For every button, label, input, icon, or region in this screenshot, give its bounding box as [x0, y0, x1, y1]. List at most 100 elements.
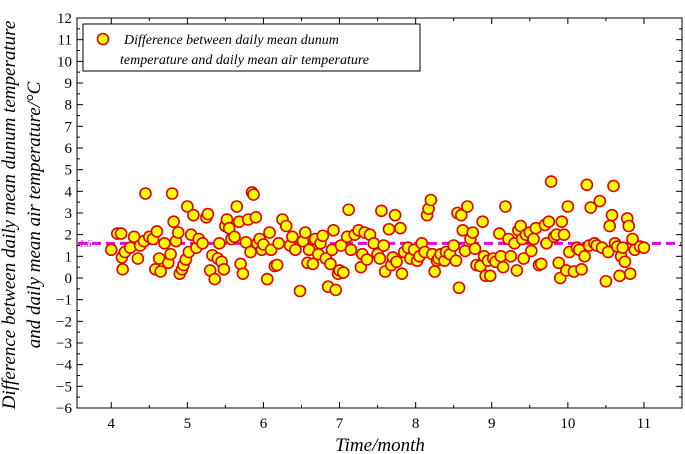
y-tick-label: 11 — [58, 33, 72, 49]
data-point — [260, 272, 274, 286]
data-points — [104, 175, 651, 298]
data-point — [552, 256, 566, 270]
data-point — [213, 237, 226, 250]
data-point — [534, 257, 548, 271]
x-tick-label: 8 — [412, 416, 420, 432]
data-point — [395, 267, 409, 280]
data-point — [575, 263, 588, 276]
data-point — [428, 265, 441, 278]
data-point — [593, 194, 607, 208]
data-point — [306, 257, 320, 271]
y-tick-label: 12 — [57, 11, 72, 27]
y-tick-label: 0 — [65, 271, 73, 287]
reference-line-label: 1.6 — [79, 239, 92, 250]
y-tick-label: 2 — [65, 228, 73, 244]
data-point — [289, 243, 302, 257]
x-tick-label: 11 — [637, 416, 651, 432]
data-point — [208, 272, 222, 286]
data-point — [616, 241, 629, 254]
data-point — [388, 208, 402, 222]
data-point — [499, 200, 512, 213]
data-point — [578, 250, 591, 263]
y-tick-label: 8 — [65, 98, 73, 114]
data-point — [316, 229, 330, 243]
data-point — [527, 232, 540, 246]
y-tick-label: −5 — [56, 379, 72, 395]
data-point — [525, 244, 538, 258]
data-point — [154, 265, 168, 278]
data-point — [622, 219, 636, 233]
data-point — [327, 224, 340, 237]
data-point — [373, 252, 387, 265]
data-point — [104, 243, 118, 257]
data-point — [637, 241, 651, 254]
y-axis-title-line2: and daily mean air temperature/°C — [24, 81, 45, 348]
data-point — [493, 227, 506, 240]
data-point — [390, 255, 403, 269]
data-point — [461, 200, 474, 213]
data-point — [158, 237, 171, 250]
data-point — [164, 247, 177, 261]
y-tick-label: 1 — [65, 249, 73, 265]
data-point — [167, 215, 180, 228]
legend-marker — [96, 32, 110, 46]
y-tick-label: 9 — [65, 76, 73, 92]
data-point — [286, 230, 299, 244]
data-point — [424, 193, 438, 207]
data-point — [181, 200, 194, 213]
data-point — [623, 267, 637, 280]
x-tick-label: 6 — [260, 416, 268, 432]
data-point — [236, 267, 250, 280]
data-point — [201, 207, 215, 221]
x-tick-label: 9 — [488, 416, 496, 432]
data-point — [607, 179, 620, 193]
y-tick-label: 7 — [65, 119, 73, 135]
data-point — [496, 260, 510, 274]
legend-label-line2: temperature and daily mean air temperatu… — [120, 53, 369, 68]
data-point — [601, 245, 615, 259]
data-point — [580, 178, 594, 192]
data-point — [279, 219, 293, 233]
data-point — [455, 208, 468, 222]
data-point — [584, 201, 597, 214]
y-tick-label: 3 — [65, 206, 73, 222]
data-point — [510, 264, 524, 277]
data-point — [468, 242, 482, 256]
data-point — [228, 230, 241, 244]
data-point — [618, 255, 632, 269]
data-point — [599, 274, 613, 288]
data-point — [544, 175, 558, 188]
data-point — [344, 243, 358, 257]
data-point — [270, 258, 284, 272]
x-tick-label: 10 — [560, 416, 575, 432]
data-point — [150, 225, 164, 238]
data-point — [324, 257, 337, 271]
data-point — [360, 253, 374, 266]
data-point — [447, 239, 460, 252]
data-point — [116, 263, 129, 276]
data-point — [605, 208, 619, 222]
data-point — [561, 200, 575, 213]
data-point — [337, 266, 350, 279]
legend-box — [82, 23, 421, 72]
y-tick-label: 4 — [65, 184, 73, 200]
data-point — [230, 200, 244, 213]
data-point — [557, 228, 571, 241]
y-tick-label: 6 — [65, 141, 73, 157]
y-tick-label: −4 — [56, 358, 72, 374]
data-point — [139, 187, 152, 200]
data-point — [483, 269, 497, 283]
data-point — [187, 208, 200, 222]
data-point — [542, 215, 556, 228]
legend-label-line1: Difference between daily mean dunum — [123, 33, 339, 48]
data-point — [329, 283, 343, 297]
data-point — [377, 239, 390, 252]
y-axis-title-line1: Difference between daily mean dunum temp… — [0, 21, 20, 411]
y-tick-label: −3 — [56, 336, 72, 352]
data-point — [249, 211, 263, 224]
x-tick-label: 5 — [184, 416, 192, 432]
data-point — [613, 269, 626, 283]
data-point — [272, 237, 285, 250]
